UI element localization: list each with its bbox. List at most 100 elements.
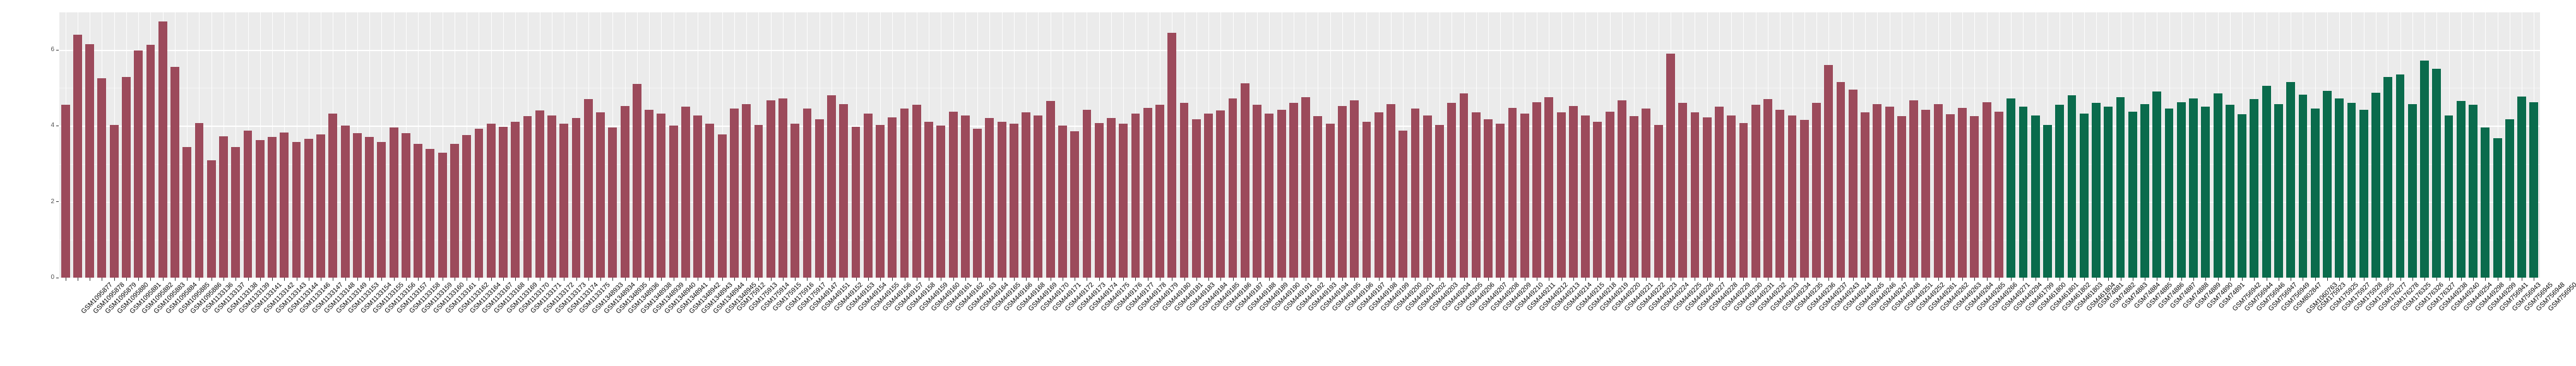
bar[interactable] [1824, 65, 1834, 278]
bar[interactable] [1484, 119, 1493, 278]
bar[interactable] [2067, 95, 2077, 278]
bar[interactable] [170, 67, 179, 278]
bar[interactable] [693, 115, 703, 278]
bar[interactable] [1070, 131, 1080, 278]
bar[interactable] [2335, 98, 2344, 278]
bar[interactable] [2298, 95, 2308, 278]
bar[interactable] [1775, 110, 1785, 278]
bar[interactable] [1253, 105, 1262, 278]
bar[interactable] [2505, 119, 2514, 278]
bar[interactable] [1970, 116, 1979, 278]
bar[interactable] [2092, 103, 2101, 278]
bar[interactable] [2456, 101, 2466, 278]
bar[interactable] [960, 115, 970, 278]
bar[interactable] [1787, 115, 1797, 278]
bar[interactable] [681, 107, 690, 278]
bar[interactable] [486, 124, 496, 278]
bar[interactable] [1873, 103, 1882, 278]
bar[interactable] [851, 126, 861, 278]
bar[interactable] [2310, 109, 2320, 278]
bar[interactable] [1666, 54, 1675, 278]
bar[interactable] [292, 141, 301, 278]
bar[interactable] [1398, 130, 1408, 278]
bar[interactable] [2140, 103, 2149, 278]
bar[interactable] [219, 136, 228, 278]
bar[interactable] [2152, 92, 2162, 278]
bar[interactable] [1739, 122, 1748, 278]
bar[interactable] [2395, 74, 2405, 278]
bar[interactable] [2213, 93, 2222, 278]
bar[interactable] [669, 126, 678, 278]
bar[interactable] [1544, 97, 1554, 278]
bar[interactable] [2481, 127, 2490, 278]
bar[interactable] [2432, 69, 2442, 278]
bar[interactable] [1532, 102, 1541, 278]
bar[interactable] [888, 117, 897, 278]
bar[interactable] [1167, 33, 1177, 278]
bar[interactable] [1496, 124, 1505, 278]
bar[interactable] [1143, 107, 1152, 278]
bar[interactable] [948, 111, 958, 278]
bar[interactable] [1763, 99, 1772, 278]
bar[interactable] [2274, 103, 2283, 278]
bar[interactable] [1240, 83, 1249, 278]
bar[interactable] [1605, 111, 1614, 278]
bar[interactable] [511, 122, 520, 278]
bar[interactable] [1885, 107, 1894, 278]
bar[interactable] [729, 109, 739, 278]
bar[interactable] [1958, 107, 1967, 278]
bar[interactable] [1568, 106, 1578, 278]
bar[interactable] [97, 78, 107, 278]
bar[interactable] [863, 114, 873, 278]
bar[interactable] [2371, 92, 2380, 278]
bar[interactable] [1216, 110, 1225, 278]
bar[interactable] [1945, 114, 1955, 278]
bar[interactable] [1362, 122, 1371, 278]
bar[interactable] [1228, 98, 1237, 278]
bar[interactable] [401, 133, 410, 278]
bar[interactable] [1313, 116, 1323, 278]
bar[interactable] [2176, 102, 2186, 278]
bar[interactable] [2018, 107, 2028, 278]
bar[interactable] [2420, 60, 2429, 278]
bar[interactable] [717, 134, 727, 278]
bar[interactable] [2529, 102, 2539, 278]
bar[interactable] [2225, 105, 2234, 278]
bar[interactable] [1556, 112, 1566, 278]
bar[interactable] [657, 114, 666, 278]
bar[interactable] [1995, 111, 2003, 278]
bar[interactable] [547, 115, 556, 278]
bar[interactable] [231, 146, 241, 278]
bar[interactable] [450, 144, 459, 278]
bar[interactable] [1593, 122, 1602, 278]
bar[interactable] [73, 35, 82, 278]
bar[interactable] [876, 125, 885, 278]
bar[interactable] [1009, 124, 1018, 278]
bar[interactable] [583, 99, 593, 278]
bar[interactable] [2189, 98, 2198, 278]
bar[interactable] [1131, 114, 1140, 278]
bar[interactable] [620, 106, 629, 278]
bar[interactable] [1508, 107, 1517, 278]
bar[interactable] [1678, 103, 1688, 278]
bar[interactable] [1325, 124, 1335, 278]
bar[interactable] [1836, 82, 1846, 278]
bar[interactable] [2517, 96, 2527, 278]
bar[interactable] [1848, 90, 1857, 278]
bar[interactable] [1022, 112, 1031, 278]
bar[interactable] [2286, 82, 2296, 278]
bar[interactable] [559, 124, 569, 278]
bar[interactable] [438, 152, 447, 278]
bar[interactable] [924, 122, 933, 278]
bar[interactable] [2238, 114, 2247, 278]
bar[interactable] [316, 134, 325, 278]
bar[interactable] [1702, 117, 1712, 278]
bar[interactable] [1107, 118, 1116, 278]
bar[interactable] [571, 118, 581, 278]
bar[interactable] [802, 109, 812, 278]
bar[interactable] [2030, 115, 2040, 278]
bar[interactable] [2383, 77, 2393, 278]
bar[interactable] [109, 125, 119, 278]
bar[interactable] [596, 112, 605, 278]
bar[interactable] [2407, 103, 2417, 278]
